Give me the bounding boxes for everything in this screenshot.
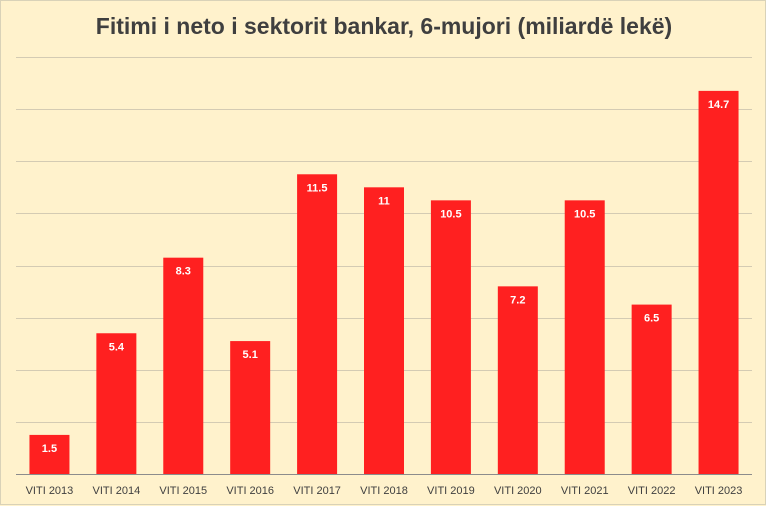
data-label: 6.5 (644, 313, 659, 325)
bar (364, 187, 404, 474)
x-tick-label: VITI 2019 (427, 485, 475, 497)
data-label: 1.5 (42, 443, 57, 455)
chart-title: Fitimi i neto i sektorit bankar, 6-mujor… (95, 13, 673, 39)
x-tick-label: VITI 2020 (494, 485, 542, 497)
data-label: 5.1 (243, 349, 258, 361)
bar (564, 200, 605, 474)
data-label: 10.5 (574, 208, 595, 220)
data-label: 11.5 (307, 182, 328, 194)
bar (297, 174, 338, 474)
bar (230, 341, 271, 474)
data-label: 8.3 (176, 266, 191, 278)
bar (29, 434, 70, 474)
x-tick-label: VITI 2021 (561, 485, 609, 497)
bar (497, 286, 538, 474)
x-tick-label: VITI 2014 (93, 485, 141, 497)
bar (631, 304, 672, 474)
bar (698, 90, 739, 474)
x-tick-label: VITI 2018 (360, 485, 408, 497)
data-label: 10.5 (440, 208, 461, 220)
x-tick-label: VITI 2023 (695, 485, 743, 497)
data-label: 5.4 (109, 341, 125, 353)
bar (163, 257, 204, 474)
data-label: 7.2 (510, 294, 525, 306)
x-tick-label: VITI 2017 (293, 485, 341, 497)
data-label: 11 (378, 195, 390, 207)
x-tick-label: VITI 2015 (159, 485, 207, 497)
x-tick-label: VITI 2022 (628, 485, 676, 497)
x-tick-label: VITI 2016 (226, 485, 274, 497)
bar (430, 200, 471, 474)
data-label: 14.7 (708, 99, 729, 111)
x-tick-label: VITI 2013 (26, 485, 74, 497)
bar (96, 333, 137, 474)
